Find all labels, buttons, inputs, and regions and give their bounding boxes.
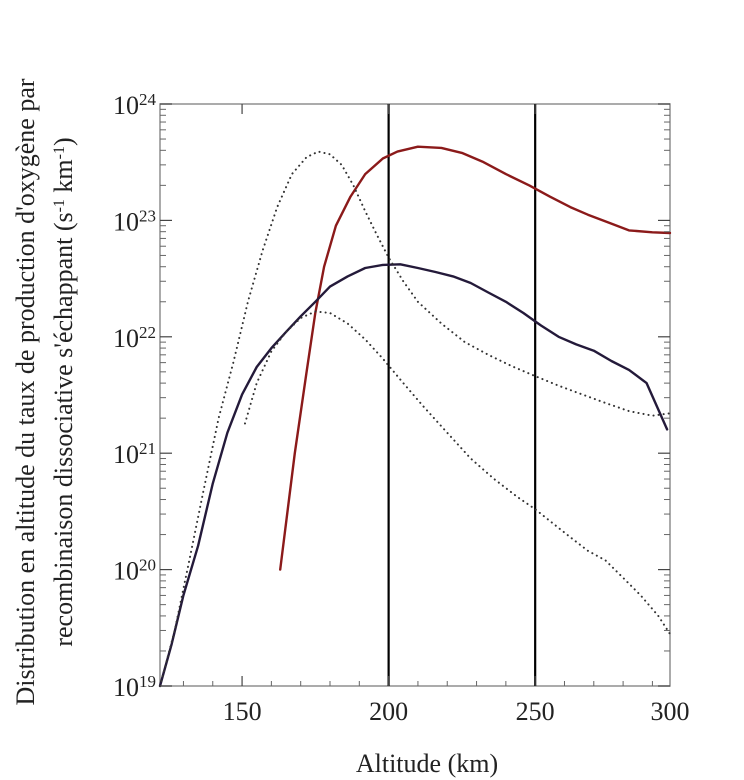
- y-tick-label-22: 1022: [113, 322, 156, 353]
- y-tick-label-23: 1023: [113, 206, 156, 237]
- y-axis-ticks: 1019 1020 1021 1022 1023 1024: [113, 90, 670, 703]
- y-tick-label-20: 1020: [113, 555, 156, 586]
- series-lines: [158, 145, 672, 688]
- series-line-1-red: [279, 145, 672, 571]
- x-tick-label-150: 150: [223, 697, 262, 726]
- x-axis-ticks: 150 200 250 300: [182, 104, 690, 726]
- y-tick-label-21: 1021: [113, 439, 156, 470]
- series-line-4-dotted: [244, 310, 671, 635]
- series-line-3-dotted: [159, 150, 671, 687]
- x-tick-label-250: 250: [516, 697, 555, 726]
- x-tick-label-200: 200: [369, 697, 408, 726]
- y-axis-label-line1: Distribution en altitude du taux de prod…: [11, 78, 40, 705]
- y-tick-label-19: 1019: [113, 672, 156, 703]
- plot-frame: [159, 103, 671, 687]
- y-axis-label-line2: recombinaison dissociative s'échappant (…: [49, 137, 78, 646]
- plot-border: [159, 103, 671, 687]
- series-line-2-navy: [158, 263, 669, 688]
- x-tick-label-300: 300: [651, 697, 690, 726]
- x-axis-label: Altitude (km): [356, 749, 498, 778]
- y-tick-label-24: 1024: [113, 90, 157, 121]
- vertical-reference-lines: [387, 104, 537, 686]
